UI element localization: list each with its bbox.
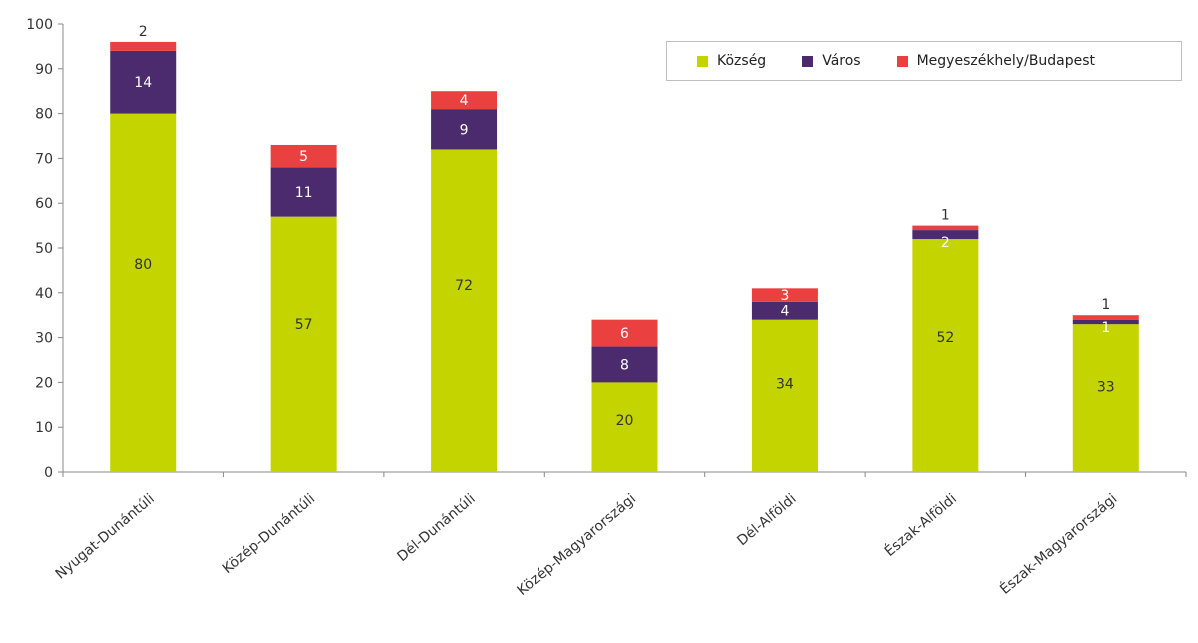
- bar-segment: [110, 50, 177, 114]
- data-label: 34: [776, 377, 794, 393]
- data-label: 6: [620, 326, 629, 342]
- category-label: Észak-Magyarországi: [997, 490, 1121, 598]
- data-label: 57: [295, 317, 313, 333]
- legend-swatch-varos: [802, 55, 814, 67]
- bar-segment: [431, 91, 498, 110]
- bar-segment: [1072, 319, 1139, 325]
- legend-item-kozseg: Község: [697, 53, 766, 69]
- category-label: Közép-Dunántúli: [220, 491, 318, 577]
- category-labels: Nyugat-Dunántúli Közép-Dunántúli Dél-Dunán…: [53, 490, 1121, 599]
- category-label: Dél-Alföldi: [734, 491, 799, 549]
- category-label: Dél-Dunántúli: [394, 491, 478, 565]
- bar-segment: [751, 288, 818, 302]
- chart-axes: 0 10 20 30 40 50 60 70 80 90 100: [26, 17, 1187, 481]
- category-label: Közép-Magyarországi: [515, 491, 640, 599]
- legend-label-kozseg: Község: [717, 53, 767, 69]
- legend-label-varos: Város: [822, 53, 861, 69]
- bar-segment: [912, 225, 979, 231]
- bar-segment: [912, 230, 979, 240]
- data-label: 11: [295, 185, 313, 201]
- legend-item-varos: Város: [802, 53, 861, 69]
- y-tick-label: 80: [35, 107, 53, 123]
- bar-segment: [270, 144, 337, 168]
- bar-segment: [270, 167, 337, 217]
- legend-swatch-megyeszekhely: [896, 55, 908, 67]
- y-tick-label: 10: [35, 420, 53, 436]
- data-label: 1: [941, 208, 950, 224]
- bar-segment: [912, 239, 979, 472]
- data-label: 20: [616, 413, 634, 429]
- bar-segment: [431, 109, 498, 150]
- bar-segment: [751, 301, 818, 320]
- y-tick-label: 20: [35, 375, 53, 391]
- y-tick-label: 90: [35, 62, 53, 78]
- legend-label-megyeszekhely: Megyeszékhely/Budapest: [916, 53, 1096, 69]
- data-label: 2: [941, 235, 950, 251]
- data-label: 80: [134, 257, 152, 273]
- data-label: 5: [299, 149, 308, 165]
- data-label: 1: [1101, 297, 1110, 313]
- y-tick-label: 50: [35, 241, 53, 257]
- bar-segment: [1072, 315, 1139, 320]
- y-tick-label: 40: [35, 286, 53, 302]
- data-label: 14: [134, 75, 152, 91]
- data-label: 4: [780, 304, 789, 320]
- bar-segment: [1072, 324, 1139, 472]
- bar-segment: [270, 216, 337, 472]
- bar-segment: [751, 319, 818, 472]
- category-label: Nyugat-Dunántúli: [53, 491, 158, 583]
- bar-segment: [591, 319, 658, 347]
- data-label: 2: [139, 24, 148, 40]
- bar-segment: [110, 113, 177, 472]
- category-label: Észak-Alföldi: [881, 490, 960, 560]
- y-tick-label: 0: [44, 465, 53, 481]
- legend-swatch-kozseg: [697, 55, 708, 67]
- bar-segment: [431, 149, 498, 472]
- y-tick-label: 30: [35, 331, 53, 347]
- bar-segment: [591, 382, 658, 472]
- data-label: 9: [460, 122, 469, 138]
- data-label: 33: [1097, 379, 1115, 395]
- bar-segment: [591, 346, 658, 383]
- chart-legend: Község Város Megyeszékhely/Budapest: [666, 41, 1182, 81]
- y-tick-label: 70: [35, 151, 53, 167]
- data-label: 52: [936, 330, 954, 346]
- y-tick-label: 60: [35, 196, 53, 212]
- data-label: 3: [780, 288, 789, 304]
- y-tick-label: 100: [26, 17, 53, 33]
- data-label: 4: [460, 93, 469, 109]
- data-label: 72: [455, 278, 473, 294]
- data-label: 8: [620, 357, 629, 373]
- legend-item-megyeszekhely: Megyeszékhely/Budapest: [896, 53, 1096, 69]
- bar-segment: [110, 41, 177, 51]
- chart-bars: [110, 41, 1139, 472]
- data-label: 1: [1101, 320, 1110, 336]
